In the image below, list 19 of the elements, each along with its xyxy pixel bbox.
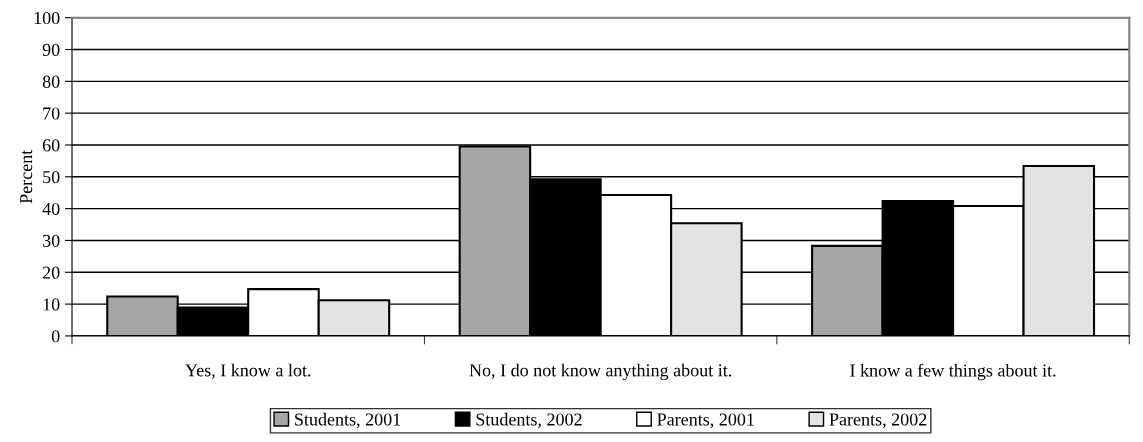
legend-label: Students, 2002 (476, 412, 582, 429)
x-tick-label: I know a few things about it. (850, 363, 1056, 381)
y-tick-label: 30 (43, 234, 60, 247)
y-tick-label: 20 (42, 266, 60, 279)
legend-label: Parents, 2001 (657, 413, 754, 429)
y-tick-label: 60 (42, 139, 60, 152)
x-tick-label: No, I do not know anything about it. (469, 363, 732, 381)
y-tick-label: 70 (43, 107, 60, 120)
y-tick-label: 50 (43, 171, 60, 184)
legend-label: Parents, 2002 (829, 413, 927, 429)
y-tick-label: 40 (42, 202, 60, 216)
y-tick-label: 0 (51, 330, 60, 343)
y-tick-label: 90 (42, 43, 60, 56)
x-tick-label: Yes, I know a lot. (185, 363, 311, 379)
legend-label: Students, 2001 (295, 412, 401, 429)
y-tick-label: 10 (43, 298, 60, 311)
y-axis-title: Percent (20, 149, 33, 204)
y-tick-label: 80 (42, 75, 60, 88)
y-tick-label: 100 (34, 11, 60, 25)
